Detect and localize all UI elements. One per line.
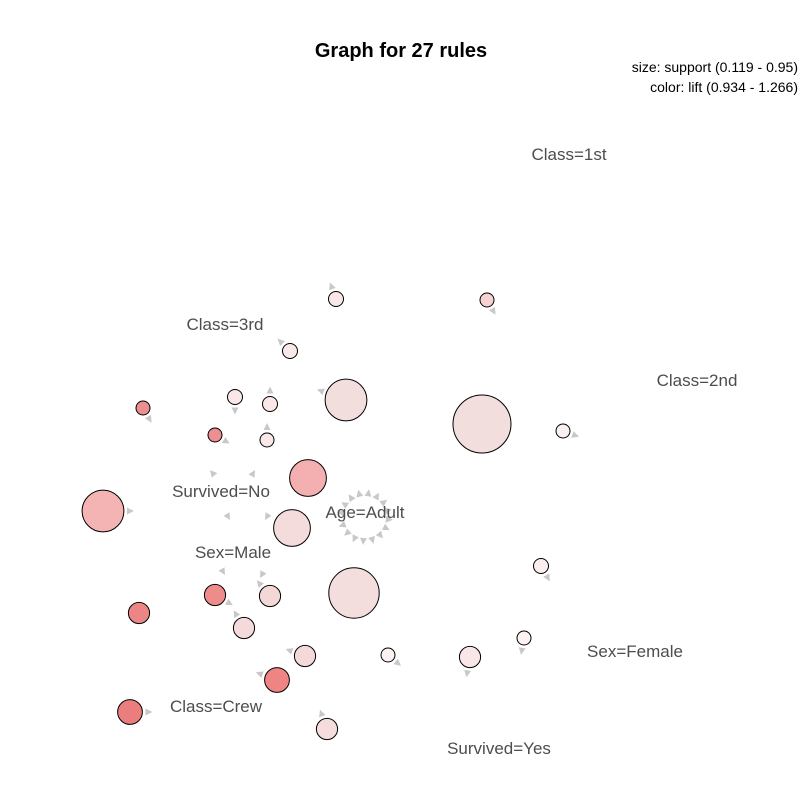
rule-node-9 xyxy=(135,400,151,416)
edge-arrowhead-hub-0 xyxy=(210,470,218,478)
edge-arrowhead-18-0 xyxy=(225,598,233,606)
rule-node-25 xyxy=(264,667,290,693)
edge-arrowhead-24-0 xyxy=(518,647,526,655)
rule-node-24 xyxy=(516,630,532,646)
rule-node-2 xyxy=(479,292,495,308)
edge-arrowhead-6-0 xyxy=(317,388,325,396)
edge-arrowhead-9-0 xyxy=(145,414,152,423)
edge-arrowhead-age-adult-4 xyxy=(364,489,372,497)
item-label-sex-male: Sex=Male xyxy=(195,543,271,562)
edge-arrowhead-age-adult-1 xyxy=(341,502,349,509)
edge-arrowhead-19-0 xyxy=(256,580,264,588)
rule-node-18 xyxy=(203,583,227,607)
edge-arrowhead-16-0 xyxy=(543,573,550,582)
rule-node-8 xyxy=(555,423,571,439)
edge-arrowhead-hub-2 xyxy=(223,512,230,520)
edge-arrowhead-hub-1 xyxy=(248,470,255,478)
edge-arrowhead-10-0 xyxy=(221,437,230,444)
edge-arrowhead-26-0 xyxy=(145,708,153,716)
item-label-survived-yes: Survived=Yes xyxy=(447,739,551,758)
rule-node-14 xyxy=(273,509,311,547)
rule-node-15 xyxy=(328,567,380,619)
edge-arrowhead-5-0 xyxy=(266,386,274,394)
rule-node-17 xyxy=(127,601,151,625)
edge-arrowhead-23-0 xyxy=(464,669,472,678)
edge-arrowhead-age-adult-7 xyxy=(384,507,392,515)
rule-node-3 xyxy=(282,343,298,359)
edge-arrowhead-age-adult-6 xyxy=(379,499,388,507)
item-label-age-adult: Age=Adult xyxy=(326,503,405,522)
edge-arrowhead-11-0 xyxy=(263,423,271,430)
edge-arrowhead-22-0 xyxy=(393,658,401,666)
rule-node-21 xyxy=(293,644,317,668)
edge-arrowhead-4-0 xyxy=(231,407,239,415)
rule-node-12 xyxy=(289,459,327,497)
legend-color-text: color: lift (0.934 - 1.266) xyxy=(650,79,798,95)
edge-arrowhead-age-adult-13 xyxy=(352,534,359,543)
edge-arrowhead-20-0 xyxy=(233,610,241,618)
rule-node-10 xyxy=(207,427,223,443)
edge-arrowhead-hub-3 xyxy=(265,512,272,520)
rule-node-6 xyxy=(324,378,368,422)
edge-arrowhead-8-0 xyxy=(571,431,579,438)
rule-node-16 xyxy=(533,558,549,574)
edge-arrowhead-hub-5 xyxy=(260,570,267,578)
rule-node-26 xyxy=(117,699,143,725)
rule-node-11 xyxy=(259,432,275,448)
rule-node-7 xyxy=(452,394,512,454)
rule-node-4 xyxy=(227,389,243,405)
edge-arrowhead-3-0 xyxy=(277,338,285,346)
rule-node-20 xyxy=(232,616,256,640)
edge-arrowhead-25-0 xyxy=(255,671,264,678)
edge-arrowhead-age-adult-11 xyxy=(368,535,375,544)
edge-arrowhead-age-adult-15 xyxy=(338,520,347,528)
rule-node-13 xyxy=(81,489,125,533)
edge-arrowhead-age-adult-12 xyxy=(360,537,367,545)
graph-title: Graph for 27 rules xyxy=(315,40,487,62)
edge-arrowhead-age-adult-0 xyxy=(337,509,345,517)
edge-arrowhead-21-0 xyxy=(285,648,294,655)
edge-arrowhead-age-adult-5 xyxy=(372,492,379,501)
edge-arrowhead-age-adult-2 xyxy=(348,494,356,503)
item-label-class-2nd: Class=2nd xyxy=(657,371,738,390)
legend-size-text: size: support (0.119 - 0.95) xyxy=(632,59,798,75)
edge-arrowhead-age-adult-8 xyxy=(385,515,393,523)
rule-node-22 xyxy=(380,647,396,663)
rule-node-27 xyxy=(315,717,339,741)
item-label-sex-female: Sex=Female xyxy=(587,642,683,661)
edge-arrowhead-27-0 xyxy=(319,709,326,718)
edge-arrowhead-age-adult-10 xyxy=(375,530,383,539)
rule-edges xyxy=(126,282,579,718)
edge-arrowhead-1-0 xyxy=(329,282,336,291)
edge-arrowhead-13-0 xyxy=(126,507,134,515)
rule-node-1 xyxy=(328,291,344,307)
item-label-class-crew: Class=Crew xyxy=(170,697,263,716)
edge-arrowhead-hub-4 xyxy=(218,567,225,575)
item-label-survived-no: Survived=No xyxy=(172,482,270,501)
edge-arrowhead-age-adult-9 xyxy=(381,523,390,531)
item-label-class-1st: Class=1st xyxy=(531,145,606,164)
item-labels: Class=1st Class=3rd Class=2nd Survived=No Ag… xyxy=(170,145,737,758)
edge-arrowhead-age-adult-3 xyxy=(356,489,364,498)
rule-node-23 xyxy=(458,645,482,669)
rule-node-19 xyxy=(258,584,282,608)
rule-node-5 xyxy=(262,396,278,412)
rule-nodes xyxy=(81,291,571,741)
edge-arrowhead-2-0 xyxy=(489,306,496,315)
item-label-class-3rd: Class=3rd xyxy=(186,315,263,334)
edge-arrowhead-age-adult-14 xyxy=(344,528,352,536)
